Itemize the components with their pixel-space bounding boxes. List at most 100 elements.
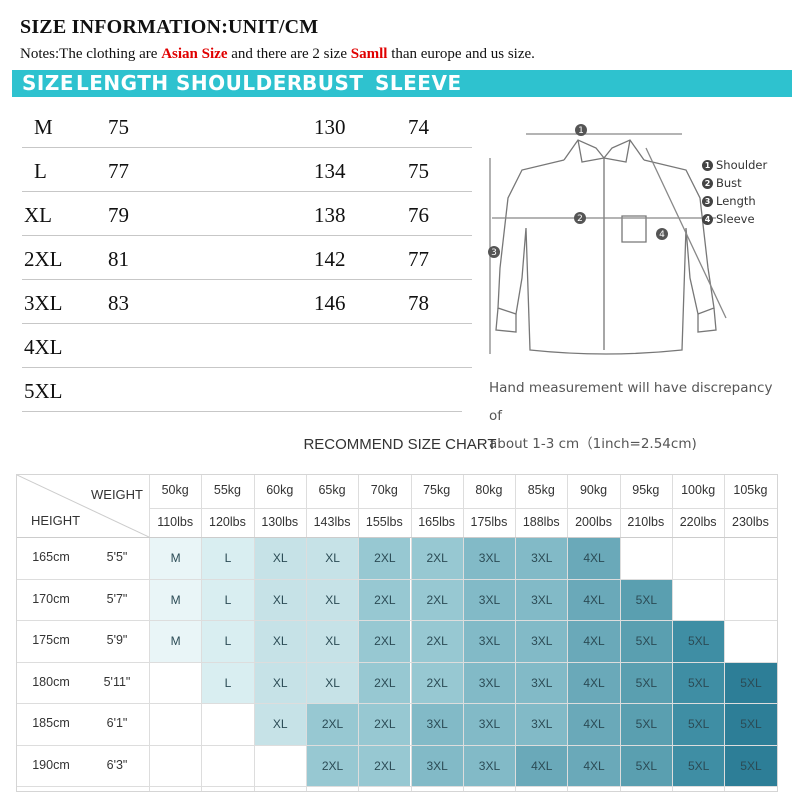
page-title: SIZE INFORMATION:UNIT/CM bbox=[20, 16, 319, 38]
header-sleeve: SLEEVE bbox=[375, 71, 462, 95]
size-cell: XL bbox=[306, 662, 359, 703]
grid-vline bbox=[724, 475, 726, 791]
size-cell: 3XL bbox=[411, 704, 463, 745]
recommend-size-grid: WEIGHT HEIGHT 50kg 110lbs 55kg 120lbs 60kg 130l… bbox=[16, 474, 778, 792]
shirt-measurement-diagram: 1 2 3 4 bbox=[488, 124, 727, 355]
size-cell: 4XL bbox=[568, 662, 620, 703]
size-cell: XL bbox=[254, 621, 306, 662]
size-cell: 5XL bbox=[673, 662, 725, 703]
size-cell: 5XL bbox=[673, 704, 725, 745]
size-cell: M bbox=[34, 115, 53, 139]
weight-kg: 80kg bbox=[475, 483, 503, 497]
grid-vline bbox=[149, 475, 150, 791]
size-cell: 3XL bbox=[463, 621, 516, 662]
size-row: 5XL bbox=[12, 370, 482, 412]
weight-kg: 70kg bbox=[370, 483, 398, 497]
size-cell: 2XL bbox=[359, 662, 411, 703]
row-divider bbox=[22, 279, 472, 280]
notes-middle: and there are 2 size bbox=[227, 46, 351, 62]
bust-cell: 138 bbox=[314, 203, 346, 227]
legend-number-icon: 1 bbox=[702, 160, 713, 171]
weight-lbs: 220lbs bbox=[679, 515, 717, 529]
size-cell: XL bbox=[306, 538, 359, 579]
size-cell: XL bbox=[254, 704, 306, 745]
size-cell: 4XL bbox=[24, 335, 63, 359]
size-cell: XL bbox=[306, 621, 359, 662]
size-cell: 5XL bbox=[620, 662, 672, 703]
grid-vline bbox=[201, 475, 203, 791]
size-cell: 2XL bbox=[411, 662, 463, 703]
row-divider bbox=[22, 367, 472, 368]
legend-label: Sleeve bbox=[716, 212, 755, 226]
size-cell: 2XL bbox=[359, 621, 411, 662]
height-cm: 165cm bbox=[32, 550, 70, 564]
legend-item: 1 Shoulder bbox=[702, 156, 767, 174]
size-cell: XL bbox=[254, 538, 306, 579]
size-cell: 3XL bbox=[463, 704, 516, 745]
size-cell: 3XL bbox=[411, 745, 463, 786]
notes-samll: Samll bbox=[350, 46, 388, 62]
diagram-legend: 1 Shoulder 2 Bust 3 Length 4 Sleeve bbox=[702, 156, 767, 228]
length-cell: 77 bbox=[108, 159, 129, 183]
size-cell: L bbox=[202, 621, 254, 662]
measurement-disclaimer: Hand measurement will have discrepancy o… bbox=[489, 374, 789, 458]
grid-hline bbox=[17, 578, 777, 580]
length-cell: 81 bbox=[108, 247, 129, 271]
weight-lbs: 155lbs bbox=[365, 515, 403, 529]
size-cell: L bbox=[202, 662, 254, 703]
grid-hline bbox=[17, 744, 777, 746]
size-cell: 2XL bbox=[306, 745, 359, 786]
sleeve-cell: 77 bbox=[408, 247, 429, 271]
size-cell: M bbox=[150, 621, 202, 662]
size-notes: Notes:The clothing are Asian Size and th… bbox=[20, 46, 535, 63]
height-ft: 6'1" bbox=[106, 716, 128, 730]
weight-kg: 50kg bbox=[161, 483, 189, 497]
size-cell: 3XL bbox=[516, 621, 568, 662]
size-cell: L bbox=[34, 159, 47, 183]
size-cell: 3XL bbox=[516, 538, 568, 579]
size-cell: 2XL bbox=[359, 745, 411, 786]
weight-label: WEIGHT bbox=[91, 487, 143, 502]
weight-lbs: 120lbs bbox=[209, 515, 246, 529]
weight-kg: 90kg bbox=[579, 483, 608, 497]
grid-hline bbox=[17, 537, 777, 538]
weight-kg: 95kg bbox=[632, 483, 660, 497]
legend-label: Bust bbox=[716, 176, 742, 190]
grid-vline bbox=[253, 475, 255, 791]
size-cell: 3XL bbox=[24, 291, 63, 315]
bust-cell: 142 bbox=[314, 247, 346, 271]
weight-lbs: 210lbs bbox=[627, 515, 665, 529]
size-cell: 4XL bbox=[568, 704, 620, 745]
size-row: 4XL bbox=[12, 326, 482, 368]
bust-cell: 146 bbox=[314, 291, 346, 315]
row-divider bbox=[22, 235, 472, 236]
grid-vline bbox=[358, 475, 360, 791]
header-bust: BUST bbox=[302, 71, 364, 95]
height-label: HEIGHT bbox=[31, 513, 81, 528]
marker-3: 3 bbox=[491, 248, 497, 258]
size-row: M 75 130 74 bbox=[12, 106, 482, 148]
weight-lbs: 200lbs bbox=[575, 515, 612, 529]
size-cell: 5XL bbox=[620, 745, 672, 786]
grid-vline bbox=[410, 475, 412, 791]
size-cell: 2XL bbox=[24, 247, 63, 271]
size-cell: L bbox=[202, 538, 254, 579]
size-cell: 5XL bbox=[673, 745, 725, 786]
grid-vline bbox=[515, 475, 517, 791]
row-divider bbox=[22, 191, 472, 192]
legend-number-icon: 3 bbox=[702, 196, 713, 207]
marker-2: 2 bbox=[577, 214, 583, 224]
size-cell: 2XL bbox=[411, 538, 463, 579]
size-cell: 4XL bbox=[516, 745, 568, 786]
weight-kg: 75kg bbox=[423, 483, 451, 497]
size-cell: 3XL bbox=[463, 538, 516, 579]
size-cell: XL bbox=[24, 203, 52, 227]
weight-kg: 105kg bbox=[733, 483, 768, 497]
weight-kg: 85kg bbox=[527, 483, 555, 497]
size-cell: 5XL bbox=[725, 745, 777, 786]
grid-vline bbox=[305, 475, 307, 791]
weight-kg: 100kg bbox=[681, 483, 716, 497]
size-cell: 2XL bbox=[306, 704, 359, 745]
size-cell: 2XL bbox=[411, 621, 463, 662]
size-cell: 3XL bbox=[516, 662, 568, 703]
